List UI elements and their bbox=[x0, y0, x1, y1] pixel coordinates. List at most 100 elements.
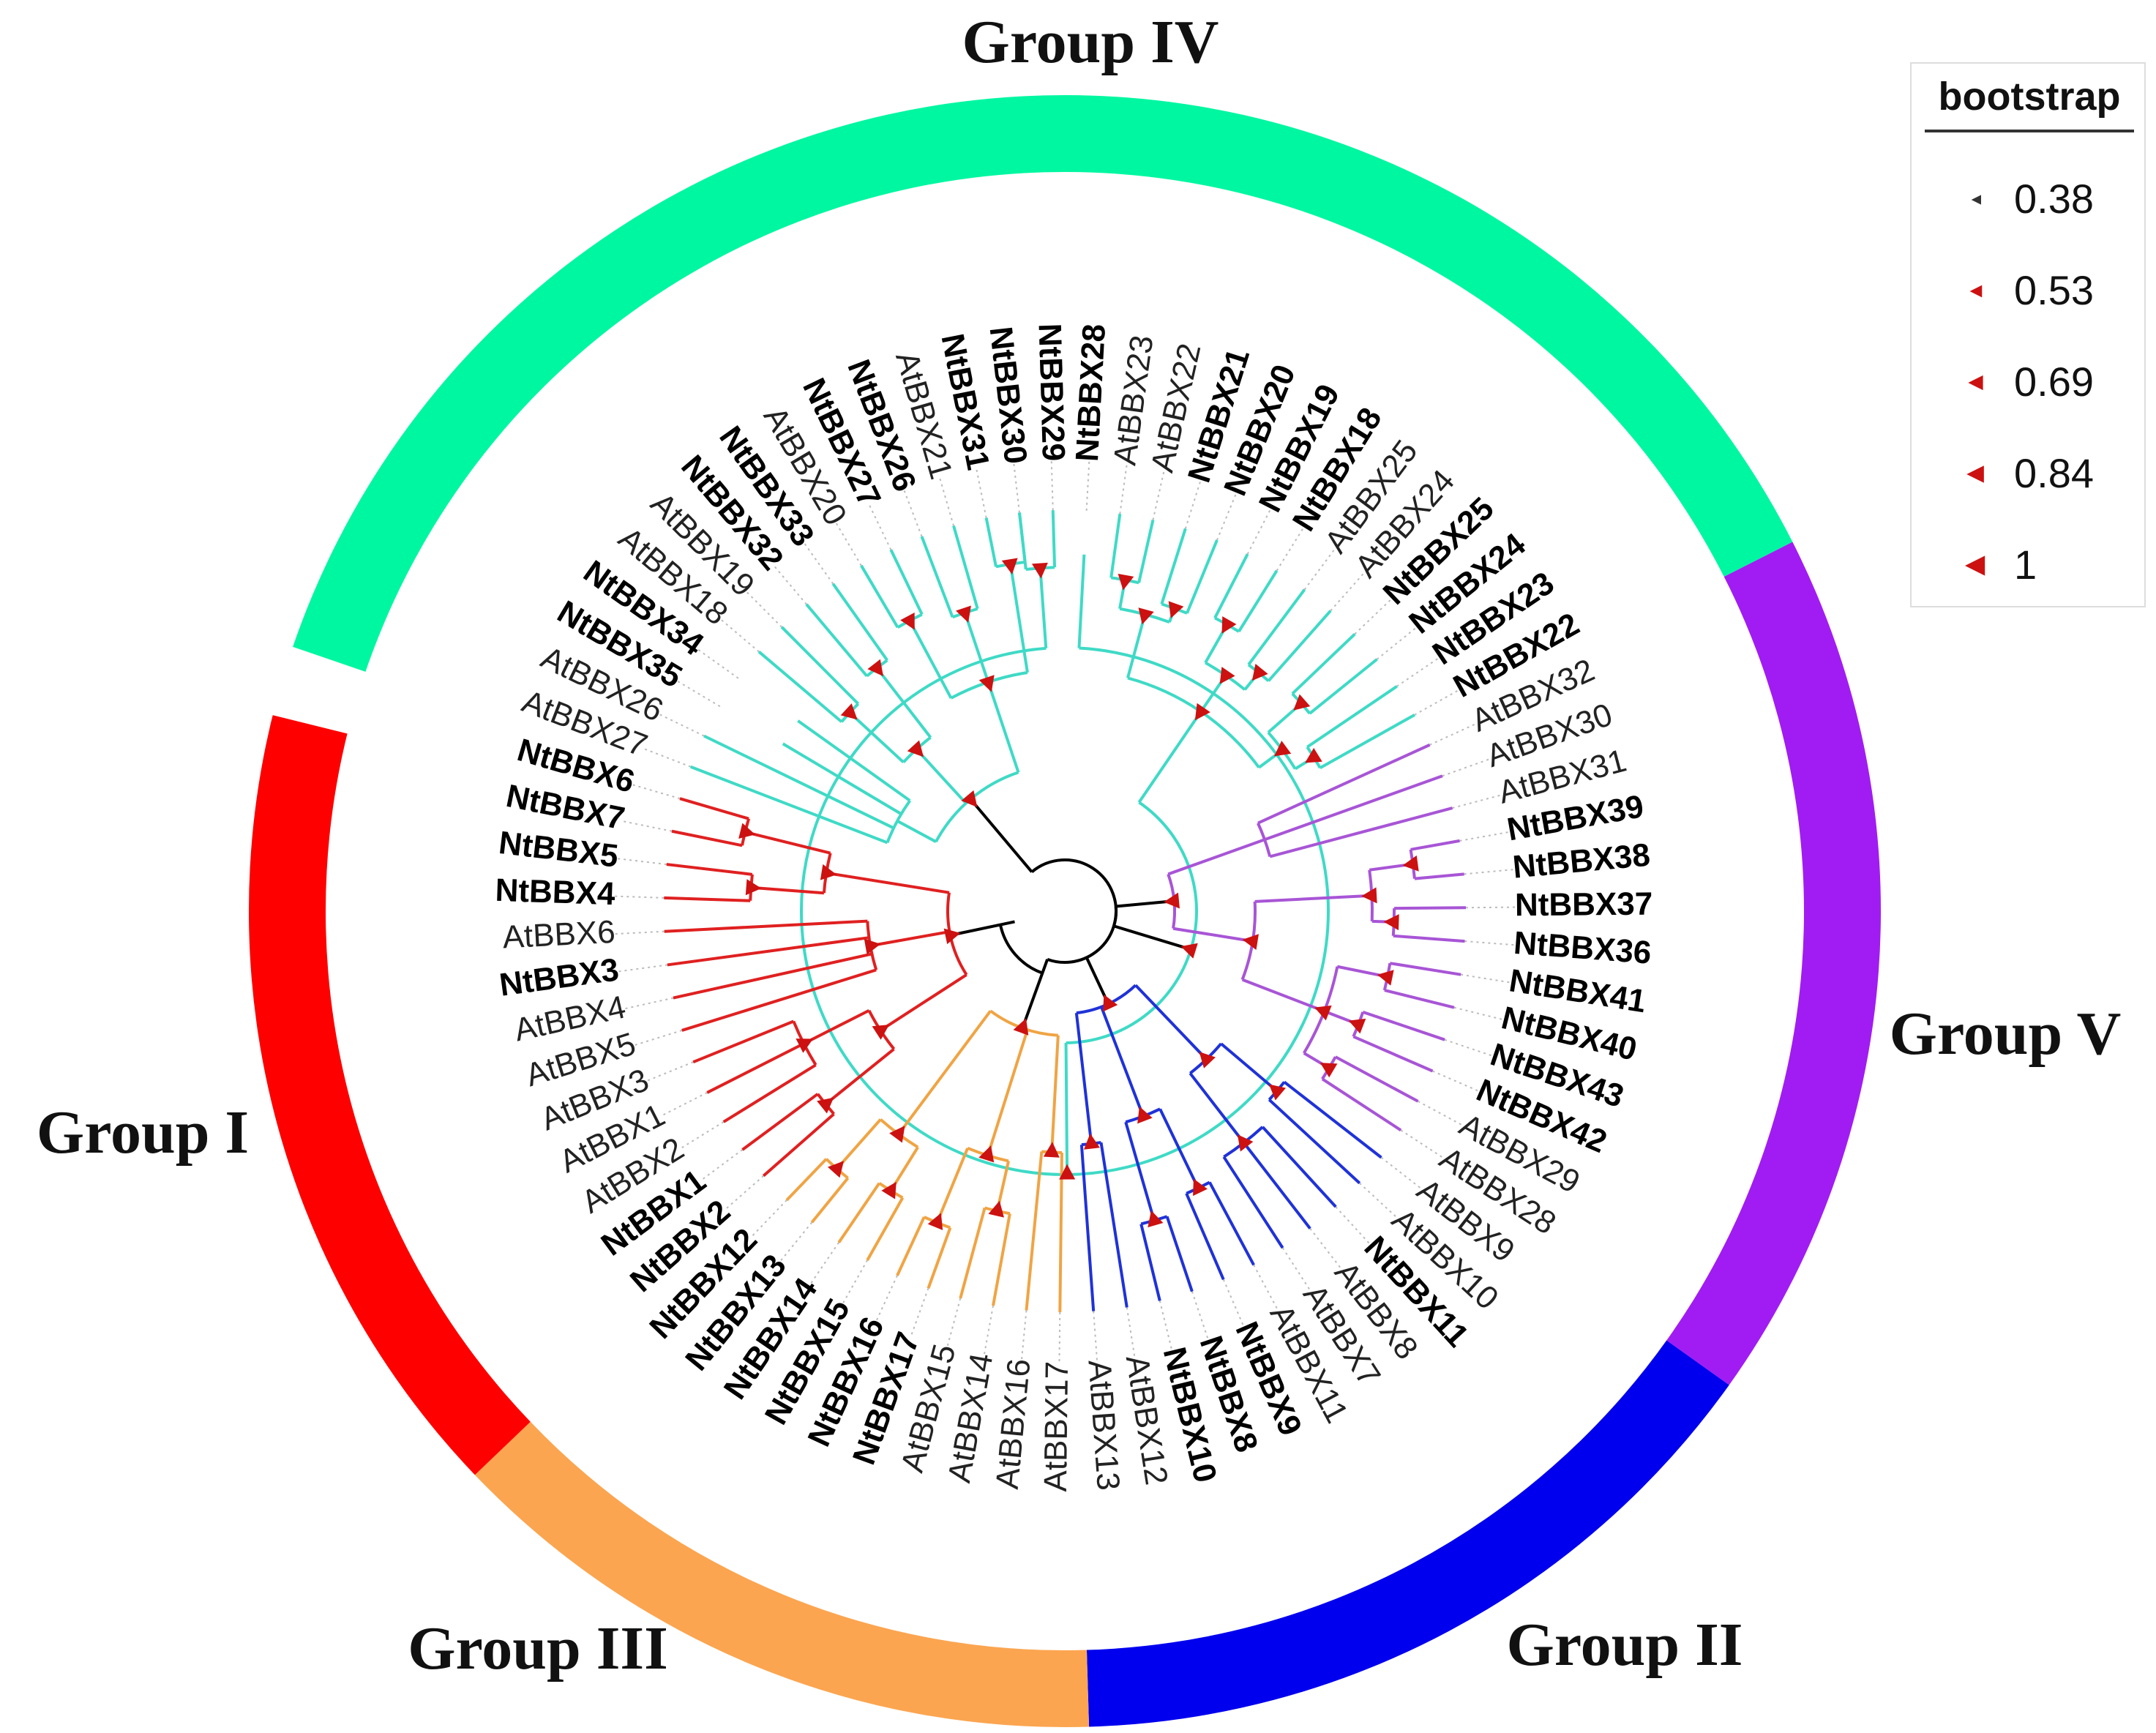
branch-line bbox=[1267, 610, 1332, 682]
branch-line bbox=[826, 871, 950, 894]
branch-arc bbox=[998, 924, 1044, 975]
branch-line bbox=[831, 583, 888, 662]
branch-line bbox=[848, 711, 905, 764]
bootstrap-marker bbox=[1168, 601, 1184, 618]
leaf-guide bbox=[1453, 1006, 1502, 1020]
bootstrap-marker bbox=[1059, 1164, 1076, 1180]
branch-line bbox=[1334, 1055, 1419, 1103]
branch-line bbox=[706, 1042, 805, 1094]
leaf-guide bbox=[1444, 1038, 1491, 1057]
bootstrap-marker bbox=[943, 928, 961, 945]
branch-line bbox=[1309, 658, 1378, 715]
branch-arc bbox=[1066, 801, 1198, 1044]
branch-line bbox=[690, 765, 888, 845]
bootstrap-marker bbox=[1273, 741, 1292, 757]
leaf-guide bbox=[1119, 465, 1128, 514]
branch-line bbox=[1414, 872, 1464, 880]
branch-line bbox=[1017, 512, 1027, 563]
branch-line bbox=[869, 930, 950, 948]
bootstrap-marker bbox=[1118, 573, 1134, 591]
leaf-guide bbox=[1184, 482, 1201, 529]
branch-line bbox=[1213, 553, 1249, 619]
bootstrap-marker bbox=[961, 790, 978, 807]
bootstrap-marker bbox=[1320, 1063, 1338, 1078]
branch-line bbox=[915, 748, 967, 804]
bootstrap-marker-icon bbox=[1968, 375, 1983, 391]
leaf-guide bbox=[1253, 1264, 1278, 1309]
branch-line bbox=[681, 968, 877, 1032]
leaf-guide bbox=[1418, 1100, 1461, 1126]
branch-line bbox=[664, 896, 751, 902]
branch-arc bbox=[1047, 906, 1118, 964]
bootstrap-marker bbox=[1361, 887, 1377, 904]
branch-line bbox=[722, 1063, 817, 1123]
legend-value: 1 bbox=[2014, 542, 2037, 588]
branch-line bbox=[1185, 1192, 1225, 1281]
bootstrap-marker bbox=[1242, 934, 1259, 951]
leaf-guide bbox=[663, 1092, 708, 1116]
bootstrap-marker bbox=[827, 1161, 845, 1178]
bootstrap-marker bbox=[820, 864, 837, 880]
branch-line bbox=[1113, 924, 1191, 951]
branch-line bbox=[1172, 927, 1254, 943]
branch-line bbox=[927, 1227, 952, 1289]
leaf-guide bbox=[1442, 758, 1489, 777]
leaf-guide bbox=[1058, 1311, 1061, 1361]
leaf-guide bbox=[746, 591, 782, 628]
bootstrap-marker bbox=[1293, 694, 1311, 711]
branch-line bbox=[1243, 1142, 1311, 1229]
legend-item: 0.69 bbox=[1912, 349, 2146, 415]
bootstrap-marker bbox=[1237, 1134, 1254, 1152]
leaf-guide bbox=[644, 748, 692, 768]
branch-line bbox=[1241, 978, 1325, 1013]
leaf-guide bbox=[1460, 973, 1510, 984]
branch-line bbox=[1390, 962, 1461, 976]
branch-line bbox=[1283, 1080, 1382, 1159]
bootstrap-marker bbox=[872, 1025, 890, 1040]
branch-line bbox=[757, 651, 843, 723]
branch-line bbox=[1264, 774, 1443, 842]
leaf-guide bbox=[1335, 1206, 1370, 1244]
branch-line bbox=[824, 1047, 895, 1106]
branch-line bbox=[785, 1158, 828, 1202]
leaf-guide bbox=[618, 964, 668, 973]
leaf-guide bbox=[1152, 471, 1165, 520]
branch-line bbox=[1137, 519, 1155, 583]
branch-line bbox=[880, 973, 967, 1032]
ring-segment-group-ii bbox=[1086, 1340, 1729, 1727]
branch-line bbox=[1077, 554, 1086, 648]
bootstrap-marker bbox=[978, 1145, 995, 1163]
branch-line bbox=[1238, 569, 1279, 633]
leaf-guide bbox=[1429, 724, 1475, 746]
group-ring bbox=[249, 95, 1881, 1727]
bootstrap-marker bbox=[1137, 1106, 1153, 1124]
leaf-guide bbox=[1246, 510, 1271, 555]
ring-segment-group-iv bbox=[291, 95, 1793, 675]
leaf-guide bbox=[659, 714, 705, 737]
leaf-guide bbox=[681, 1121, 725, 1149]
branch-line bbox=[1064, 1042, 1069, 1175]
bootstrap-marker bbox=[1031, 562, 1048, 579]
branch-line bbox=[762, 1112, 835, 1178]
leaf-label-ntbbx4: NtBBX4 bbox=[495, 872, 616, 912]
leaf-label-ntbbx36: NtBBX36 bbox=[1513, 925, 1652, 971]
branch-line bbox=[1321, 1077, 1402, 1131]
legend-item: 0.84 bbox=[1912, 441, 2146, 506]
ring-segment-group-i bbox=[249, 649, 531, 1475]
branch-line bbox=[780, 626, 860, 705]
bootstrap-marker bbox=[738, 823, 756, 839]
bootstrap-marker bbox=[907, 740, 924, 757]
bootstrap-marker bbox=[864, 938, 881, 955]
leaf-guide bbox=[1050, 461, 1054, 511]
branch-line bbox=[1291, 632, 1356, 695]
leaf-guide bbox=[625, 997, 674, 1010]
branch-line bbox=[1410, 839, 1460, 851]
branch-arc bbox=[1257, 822, 1272, 857]
branch-line bbox=[836, 1118, 882, 1170]
leaf-guide bbox=[615, 895, 665, 899]
leaf-guide bbox=[1126, 1307, 1136, 1356]
legend-item: 0.38 bbox=[1912, 166, 2146, 232]
leaf-label-atbbx6: AtBBX6 bbox=[502, 914, 616, 956]
leaf-guide bbox=[618, 858, 667, 866]
leaf-guide bbox=[647, 1061, 694, 1082]
